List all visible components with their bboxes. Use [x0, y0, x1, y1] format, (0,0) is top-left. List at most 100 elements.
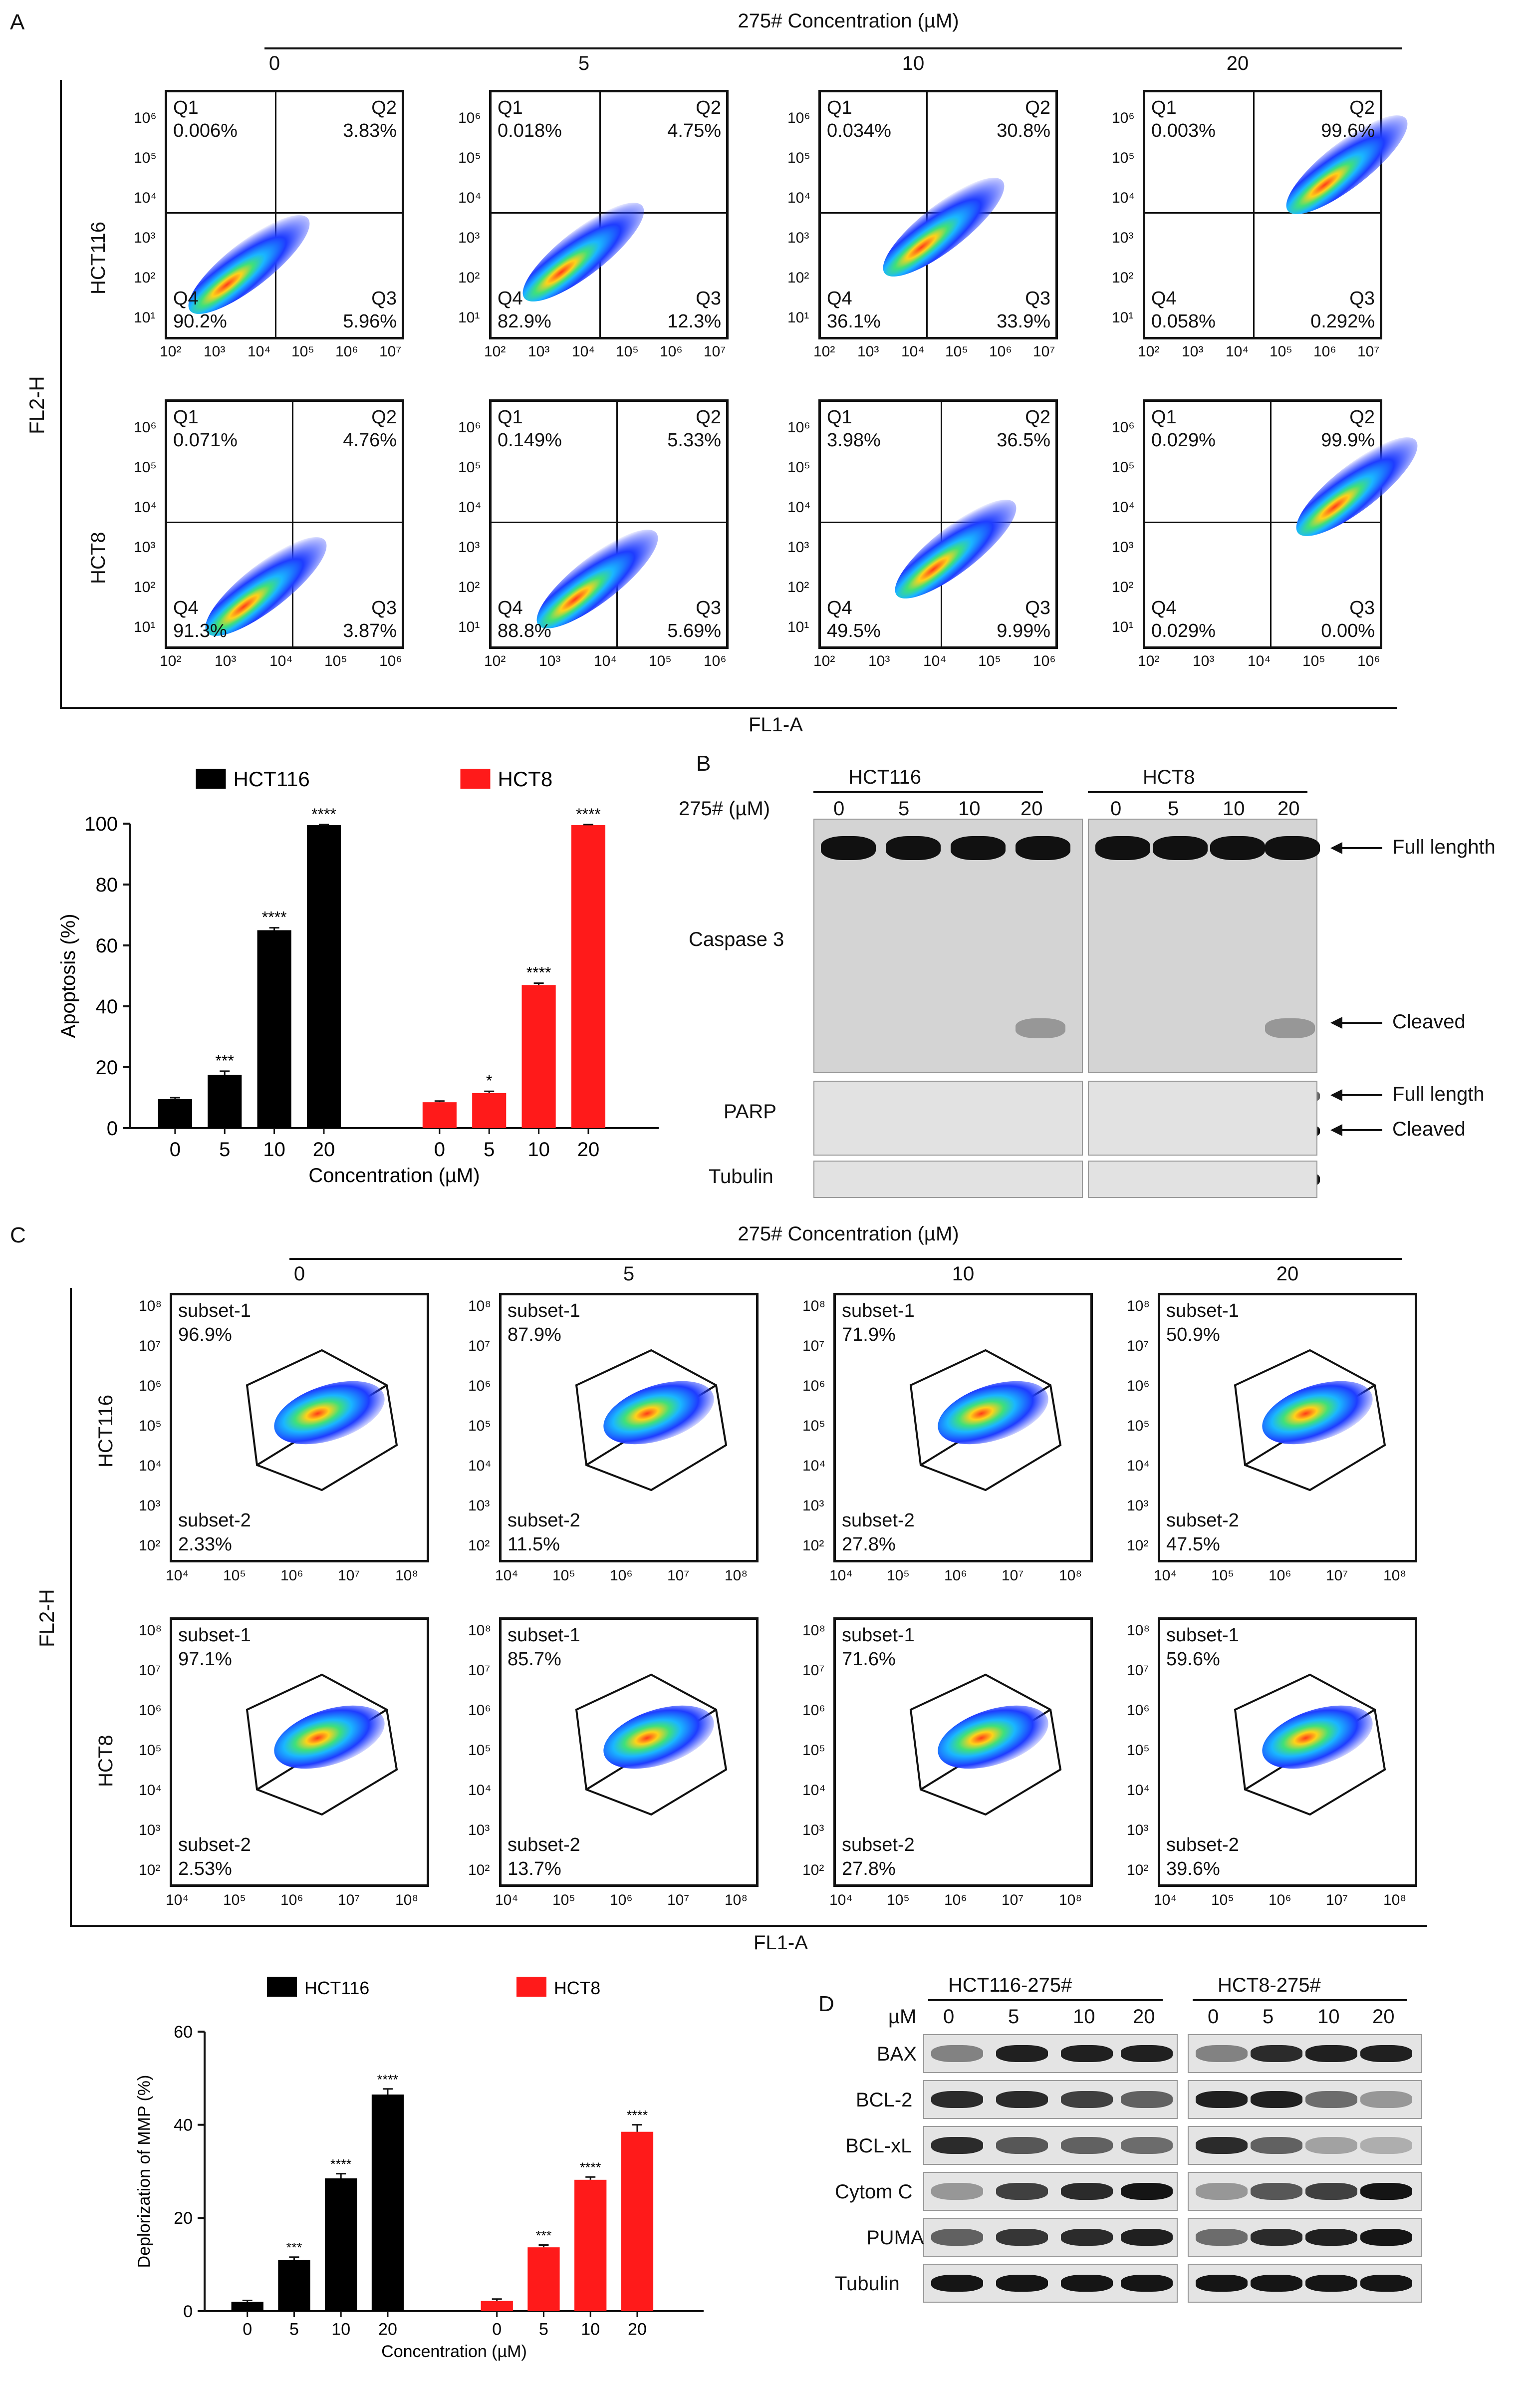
x-tick-label: 10³	[539, 653, 561, 669]
y-tick-label: 10⁵	[1127, 1418, 1150, 1434]
y-tick-label: 10¹	[787, 309, 809, 326]
y-tick-label: 10³	[787, 539, 809, 556]
flow-plot-a-r0-c2: Q1 0.034% Q2 30.8% Q3 33.9% Q4 36.1%	[818, 90, 1058, 339]
panel-d-cell-label-hct8: HCT8-275#	[1218, 1974, 1321, 1996]
panel-d-band	[931, 2045, 983, 2062]
flow-plot-a-r0-c0: Q1 0.006% Q2 3.83% Q3 5.96% Q4 90.2%	[165, 90, 404, 339]
x-tick-label: 10²	[813, 653, 835, 669]
panel-c-row-label-hct116: HCT116	[95, 1395, 117, 1468]
panel-d-conc-label: 20	[1372, 2006, 1395, 2028]
panel-d-band	[1360, 2183, 1412, 2200]
x-tick-label: 5	[289, 2320, 299, 2339]
x-tick-label: 10⁶	[610, 1892, 633, 1908]
subset1-value: 96.9%	[178, 1324, 232, 1345]
flow-plot-a-r1-c3: Q1 0.029% Q2 99.9% Q3 0.00% Q4 0.029%	[1143, 399, 1430, 649]
quadrant-q4-name: Q4	[827, 598, 852, 618]
y-tick-label: 10¹	[1112, 309, 1134, 326]
subset1-name: subset-1	[178, 1625, 251, 1646]
quadrant-q3-name: Q3	[696, 288, 721, 309]
x-tick-label: 10	[581, 2320, 600, 2339]
y-tick-label: 10⁴	[1112, 190, 1135, 206]
quadrant-q2-name: Q2	[696, 407, 721, 428]
panel-d-band	[1061, 2091, 1113, 2108]
flow-plot-a-r0-c3: Q1 0.003% Q2 99.6% Q3 0.292% Q4 0.058%	[1143, 90, 1420, 339]
quadrant-q2-name: Q2	[371, 407, 397, 428]
x-tick-label: 10⁸	[1383, 1892, 1407, 1908]
arrow-full-length-caspase	[1342, 847, 1382, 849]
x-tick-label: 10⁶	[1269, 1892, 1291, 1908]
panel-c-conc-0: 0	[293, 1263, 305, 1285]
y-tick-label: 10³	[139, 1498, 161, 1514]
y-tick-label: 10⁴	[134, 499, 157, 516]
panel-d-band	[1305, 2183, 1357, 2200]
y-tick-label: 10⁴	[458, 499, 482, 516]
flow-plot-c-r1-c0: subset-1 97.1% subset-2 2.53%	[170, 1617, 429, 1887]
bar	[422, 1102, 457, 1128]
y-tick-label: 10⁶	[1112, 110, 1135, 126]
significance-label: ****	[576, 805, 601, 823]
y-tick-label: 10⁶	[458, 419, 481, 436]
panel-a-conc-5: 5	[578, 52, 590, 74]
panel-a-left-rule	[60, 80, 62, 709]
panel-b-conc-label: 20	[1020, 798, 1043, 820]
y-tick-label: 10³	[139, 1822, 161, 1838]
x-tick-label: 10²	[1138, 653, 1160, 669]
x-tick-label: 10³	[1193, 653, 1215, 669]
subset2-value: 11.5%	[508, 1534, 560, 1555]
y-tick-label: 10⁸	[139, 1622, 162, 1639]
x-tick-label: 20	[577, 1139, 600, 1161]
y-tick-label: 10⁸	[139, 1298, 162, 1314]
panel-d-band	[931, 2275, 983, 2292]
y-tick-label: 0	[183, 2302, 193, 2321]
panel-d-band	[1360, 2275, 1412, 2292]
x-tick-label: 10⁴	[495, 1567, 518, 1584]
quadrant-q1-value: 0.006%	[173, 120, 238, 141]
panel-d-conc-label: 10	[1073, 2006, 1095, 2028]
significance-label: ***	[216, 1052, 234, 1070]
x-tick-label: 10³	[528, 343, 550, 360]
y-tick-label: 10⁵	[458, 459, 481, 476]
subset1-value: 50.9%	[1166, 1324, 1220, 1345]
quadrant-q3-name: Q3	[1349, 288, 1375, 309]
subset2-value: 27.8%	[842, 1534, 896, 1555]
x-tick-label: 10⁵	[616, 343, 639, 360]
y-tick-label: 10⁶	[787, 110, 810, 126]
y-tick-label: 10⁴	[139, 1782, 162, 1799]
x-tick-label: 10³	[215, 653, 237, 669]
x-tick-label: 10⁷	[1326, 1892, 1348, 1908]
panel-letter-c: C	[10, 1223, 26, 1247]
x-tick-label: 10⁷	[1002, 1892, 1024, 1908]
quadrant-q1-value: 0.034%	[827, 120, 891, 141]
flow-plot-a-r1-c2: Q1 3.98% Q2 36.5% Q3 9.99% Q4 49.5%	[818, 399, 1058, 649]
x-axis-title: Concentration (µM)	[308, 1165, 480, 1187]
quadrant-divider-horizontal	[167, 212, 402, 214]
y-tick-label: 10⁴	[1127, 1458, 1150, 1474]
x-tick-label: 10⁶	[989, 343, 1012, 360]
panel-d-band	[996, 2045, 1048, 2062]
panel-d-blot-label: Tubulin	[835, 2273, 900, 2295]
panel-a-conc-0: 0	[268, 52, 280, 74]
subset2-name: subset-2	[1166, 1510, 1239, 1531]
x-tick-label: 10⁷	[1002, 1567, 1024, 1584]
bar	[527, 2247, 560, 2311]
panel-d-blot-label: BCL-2	[856, 2089, 913, 2111]
y-tick-label: 10³	[1112, 539, 1134, 556]
subset2-name: subset-2	[178, 1510, 251, 1531]
panel-letter-d: D	[818, 1992, 834, 2016]
subset1-value: 71.9%	[842, 1324, 896, 1345]
y-tick-label: 10¹	[134, 619, 156, 635]
quadrant-q1-value: 0.018%	[498, 120, 562, 141]
y-tick-label: 10⁶	[802, 1378, 825, 1394]
y-tick-label: 10⁵	[139, 1742, 162, 1759]
panel-a-title: 275# Concentration (µM)	[738, 10, 959, 32]
y-tick-label: 10⁵	[1112, 150, 1135, 166]
x-tick-label: 10⁴	[829, 1567, 853, 1584]
quadrant-q1-value: 0.149%	[498, 430, 562, 451]
panel-c-y-axis-label: FL2-H	[35, 1589, 58, 1647]
x-tick-label: 10⁶	[379, 653, 402, 669]
x-tick-label: 10⁵	[1270, 343, 1292, 360]
y-tick-label: 10⁸	[1127, 1298, 1150, 1314]
panel-d-band	[996, 2229, 1048, 2246]
y-tick-label: 40	[174, 2116, 193, 2135]
x-tick-label: 0	[492, 2320, 502, 2339]
